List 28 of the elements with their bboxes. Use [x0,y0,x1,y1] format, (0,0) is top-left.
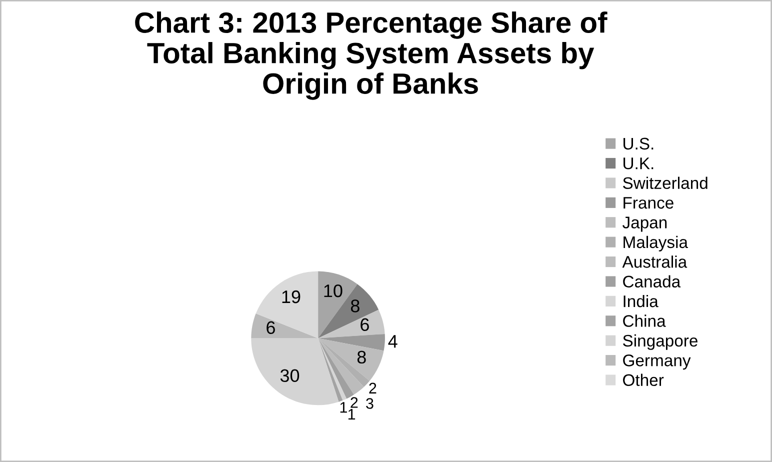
data-label: 2 [369,382,376,394]
legend-label: China [623,314,666,327]
data-label: 3 [366,398,374,409]
legend-label: Australia [622,256,688,268]
pie-slice [318,284,379,338]
data-label: 4 [388,335,398,348]
legend-label: Other [623,374,664,386]
legend-label: U.K. [624,158,654,170]
legend-label: Canada [623,275,681,288]
data-label: 8 [357,350,366,364]
legend-label: India [624,294,658,308]
data-label: 6 [266,321,275,334]
data-label: 10 [324,284,342,298]
data-label: 1 [348,409,356,420]
legend-label: Germany [623,354,691,370]
data-label: 8 [350,300,360,312]
data-label: 6 [360,318,369,332]
legend-label: U.S. [624,138,654,150]
data-label: 19 [282,290,300,304]
chart-title: Chart 3: 2013 Percentage Share of Total Banking System Assets by Origin of Banks [135,12,608,100]
data-label: 1 [340,402,347,413]
legend-label: Singapore [623,334,698,350]
data-label: 30 [280,369,300,382]
legend-label: Malaysia [624,236,688,252]
legend-label: Japan [622,216,667,232]
legend-label: France [624,197,674,209]
legend-label: Switzerland [623,176,708,189]
data-label: 2 [350,397,358,408]
